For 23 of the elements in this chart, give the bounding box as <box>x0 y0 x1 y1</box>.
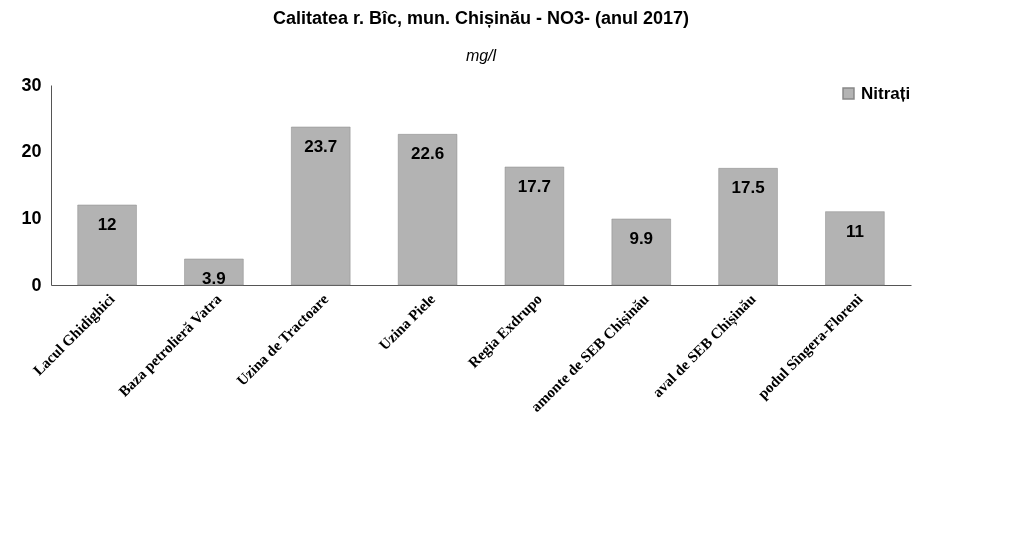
bar <box>718 168 778 286</box>
y-tick-label: 20 <box>21 141 42 162</box>
bar <box>77 204 137 286</box>
data-label: 9.9 <box>629 229 654 248</box>
data-label: 12 <box>97 215 117 234</box>
chart-title: Calitatea r. Bîc, mun. Chișinău - NO3- (anul 2017) <box>272 8 690 28</box>
data-label: 3.9 <box>202 269 226 288</box>
data-label: 17.5 <box>731 178 765 198</box>
data-label: 23.7 <box>304 137 338 156</box>
bar <box>397 134 458 286</box>
bar <box>184 258 244 286</box>
y-tick-label: 0 <box>31 274 42 295</box>
bar <box>611 218 671 286</box>
y-tick-label: 30 <box>21 74 42 95</box>
legend-label: Nitrați <box>861 83 911 103</box>
data-label: 22.6 <box>411 144 445 164</box>
y-axis-title: mg/l <box>465 47 497 64</box>
y-tick-label: 10 <box>21 207 42 228</box>
bar <box>825 211 885 286</box>
bar <box>291 126 351 286</box>
data-label: 11 <box>845 221 864 241</box>
data-label: 17.7 <box>517 177 551 196</box>
bar <box>504 166 565 286</box>
